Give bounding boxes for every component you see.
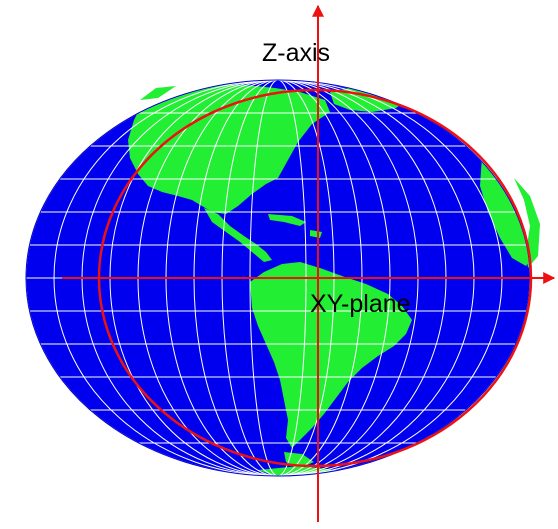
- central-america: [204, 208, 272, 262]
- north-america: [128, 84, 330, 214]
- africa-rim: [514, 178, 540, 268]
- africa-edge: [480, 156, 530, 266]
- xy-plane-label: XY-plane: [310, 290, 411, 318]
- caribbean-islands: [268, 214, 306, 226]
- z-axis-label: Z-axis: [262, 39, 330, 67]
- arctic-rim: [140, 86, 176, 100]
- south-america: [250, 262, 412, 448]
